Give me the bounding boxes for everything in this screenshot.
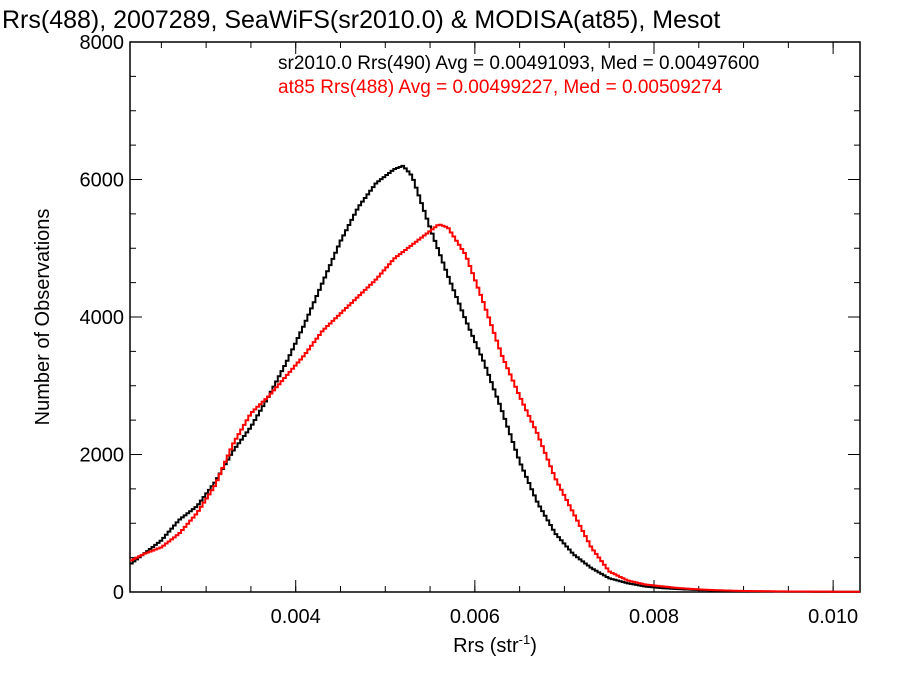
y-tick-label: 0 [113, 582, 124, 604]
x-tick-label: 0.004 [271, 606, 321, 628]
y-tick-label: 2000 [80, 445, 125, 467]
y-tick-label: 8000 [80, 32, 125, 54]
plot-frame [129, 41, 861, 593]
data-series [130, 164, 860, 593]
series-line-1 [130, 223, 860, 593]
y-axis-label: Number of Observations [32, 209, 54, 426]
x-tick-label: 0.006 [450, 606, 500, 628]
legend-entry-1: at85 Rrs(488) Avg = 0.00499227, Med = 0.… [278, 77, 723, 98]
legend-entry-0: sr2010.0 Rrs(490) Avg = 0.00491093, Med … [278, 53, 759, 74]
y-tick-label: 4000 [80, 307, 125, 329]
y-tick-label: 6000 [80, 170, 125, 192]
axis-ticks: 0.004 0.006 0.008 0.010 0 2000 4000 6000 8000 [80, 32, 860, 628]
series-line-0 [130, 164, 860, 593]
x-tick-label: 0.010 [808, 606, 858, 628]
x-axis-label-superscript: -1 [519, 632, 531, 647]
chart-title: Rrs(488), 2007289, SeaWiFS(sr2010.0) & M… [2, 6, 720, 34]
x-axis-label: Rrs (str-1) [453, 632, 537, 657]
x-axis-label-main: Rrs (str [453, 635, 519, 657]
legend: sr2010.0 Rrs(490) Avg = 0.00491093, Med … [278, 53, 759, 98]
x-axis-label-end: ) [530, 635, 537, 657]
x-tick-label: 0.008 [629, 606, 679, 628]
